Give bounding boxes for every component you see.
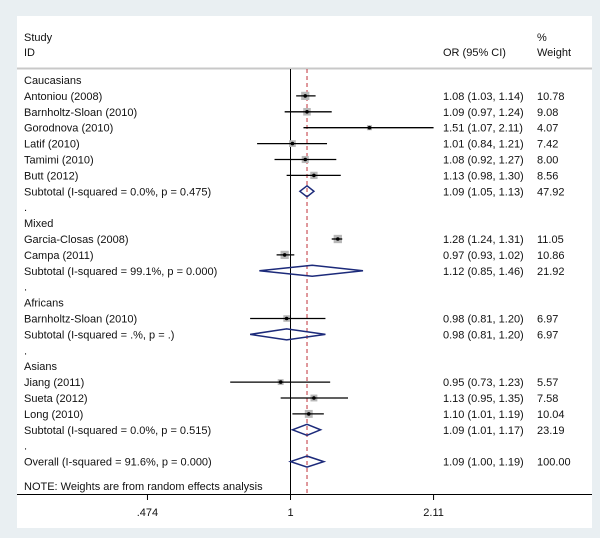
row-label: Campa (2011): [24, 250, 94, 262]
row-label: Mixed: [24, 218, 53, 230]
subtotal-diamond: [290, 423, 323, 437]
row-label: Butt (2012): [24, 170, 78, 182]
study-point: [367, 125, 372, 130]
row-weight: 7.58: [537, 393, 558, 405]
row-or-ci: 0.98 (0.81, 1.20): [443, 329, 524, 341]
footnote: NOTE: Weights are from random effects an…: [24, 481, 263, 493]
study-point: [335, 237, 340, 241]
study-point: [303, 157, 308, 162]
row-weight: 4.07: [537, 123, 558, 135]
subtotal-diamond: [259, 264, 364, 278]
row-label: Subtotal (I-squared = 0.0%, p = 0.475): [24, 186, 211, 198]
row-or-ci: 1.09 (0.97, 1.24): [443, 107, 524, 119]
row-label: .: [24, 345, 27, 357]
row-weight: 8.56: [537, 170, 558, 182]
row-label: Africans: [24, 298, 64, 310]
x-tick-label: 1: [287, 507, 293, 519]
row-weight: 10.78: [537, 91, 565, 103]
study-point: [312, 396, 316, 400]
row-label: Gorodnova (2010): [24, 123, 113, 135]
subtotal-diamond: [250, 328, 326, 341]
row-label: Subtotal (I-squared = .%, p = .): [24, 329, 174, 341]
row-label: Subtotal (I-squared = 0.0%, p = 0.515): [24, 425, 211, 437]
row-label: .: [24, 202, 27, 214]
row-label: .: [24, 441, 27, 453]
row-weight: 9.08: [537, 107, 558, 119]
row-label: Subtotal (I-squared = 99.1%, p = 0.000): [24, 266, 217, 278]
row-weight: 7.42: [537, 139, 558, 151]
header-id: ID: [24, 47, 35, 59]
row-or-ci: 1.12 (0.85, 1.46): [443, 266, 524, 278]
row-weight: 47.92: [537, 186, 565, 198]
row-label: Caucasians: [24, 75, 82, 87]
study-point: [305, 110, 309, 114]
row-label: Sueta (2012): [24, 393, 88, 405]
row-weight: 10.86: [537, 250, 565, 262]
row-label: Garcia-Closas (2008): [24, 234, 129, 246]
row-label: Tamimi (2010): [24, 155, 94, 167]
study-point: [278, 380, 283, 384]
row-weight: 10.04: [537, 409, 565, 421]
row-label: Asians: [24, 361, 58, 373]
row-weight: 100.00: [537, 457, 571, 469]
study-point: [312, 173, 316, 178]
row-label: Jiang (2011): [24, 377, 84, 389]
study-point: [290, 141, 295, 146]
row-or-ci: 1.51 (1.07, 2.11): [443, 123, 523, 135]
row-weight: 23.19: [537, 425, 565, 437]
overall-diamond: [288, 455, 327, 468]
row-weight: 6.97: [537, 329, 558, 341]
row-or-ci: 1.28 (1.24, 1.31): [443, 234, 524, 246]
header-or-ci: OR (95% CI): [443, 47, 506, 59]
row-or-ci: 1.13 (0.98, 1.30): [443, 170, 524, 182]
row-weight: 5.57: [537, 377, 558, 389]
plot-panel: [17, 16, 592, 528]
row-label: Overall (I-squared = 91.6%, p = 0.000): [24, 457, 212, 469]
header-weight: Weight: [537, 47, 571, 59]
study-point: [303, 94, 308, 98]
row-or-ci: 1.09 (1.01, 1.17): [443, 425, 524, 437]
row-or-ci: 0.98 (0.81, 1.20): [443, 314, 524, 326]
study-point: [282, 253, 287, 257]
plot-marks: Caucasians Antoniou (2008) 1.08 (1.03, 1.1…: [24, 69, 571, 494]
row-weight: 8.00: [537, 155, 558, 167]
row-or-ci: 1.08 (0.92, 1.27): [443, 155, 524, 167]
row-label: Barnholtz-Sloan (2010): [24, 107, 137, 119]
x-tick-label: 2.11: [423, 507, 444, 519]
row-label: Antoniou (2008): [24, 91, 102, 103]
subtotal-diamond: [298, 184, 316, 198]
x-tick-label: .474: [137, 507, 158, 519]
row-or-ci: 1.08 (1.03, 1.14): [443, 91, 524, 103]
study-point: [306, 412, 311, 416]
row-or-ci: 1.10 (1.01, 1.19): [443, 409, 524, 421]
row-or-ci: 1.13 (0.95, 1.35): [443, 393, 524, 405]
row-weight: 11.05: [537, 234, 564, 246]
row-or-ci: 1.09 (1.00, 1.19): [443, 457, 524, 469]
row-weight: 6.97: [537, 314, 558, 326]
study-point: [284, 316, 289, 321]
row-or-ci: 0.97 (0.93, 1.02): [443, 250, 524, 262]
row-label: .: [24, 282, 27, 294]
row-or-ci: 0.95 (0.73, 1.23): [443, 377, 524, 389]
header-percent: %: [537, 32, 547, 44]
row-or-ci: 1.01 (0.84, 1.21): [443, 139, 524, 151]
row-or-ci: 1.09 (1.05, 1.13): [443, 186, 524, 198]
row-label: Long (2010): [24, 409, 83, 421]
x-axis-ticks: .474 1 2.11: [137, 494, 444, 519]
row-weight: 21.92: [537, 266, 565, 278]
row-label: Latif (2010): [24, 139, 80, 151]
row-label: Barnholtz-Sloan (2010): [24, 314, 137, 326]
header-study: Study: [24, 32, 53, 44]
